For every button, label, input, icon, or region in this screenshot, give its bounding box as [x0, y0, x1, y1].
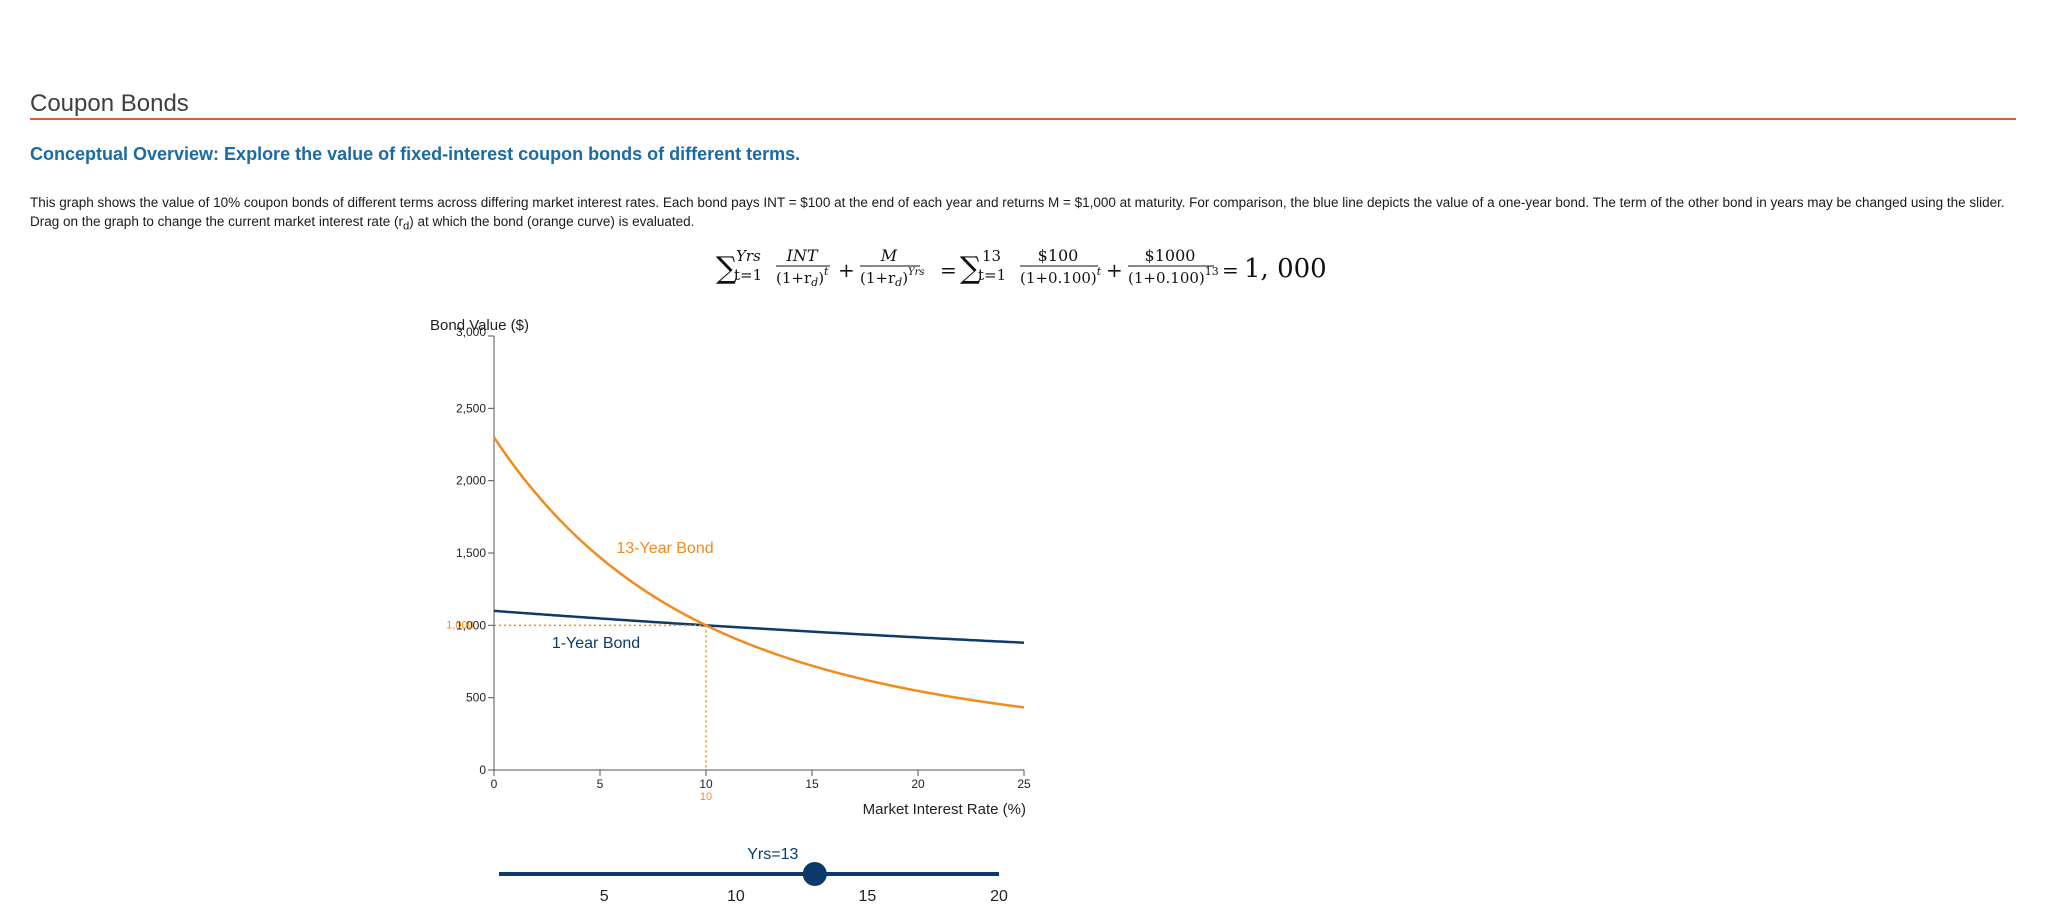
description-subscript: d	[402, 220, 410, 233]
equation-lower-limit-2: t=1	[978, 266, 1006, 284]
description-text: This graph shows the value of 10% coupon…	[30, 193, 2020, 237]
description-part-2: ) at which the bond (orange curve) is ev…	[409, 214, 695, 229]
equation-face-numerator: $1000	[1145, 246, 1196, 265]
x-tick-label: 0	[491, 777, 498, 791]
equation-plus-2: +	[1106, 258, 1123, 282]
y-tick-label: 0	[479, 763, 486, 777]
slider-handle[interactable]	[802, 862, 827, 886]
marker-value-label: 1,000	[446, 619, 474, 631]
equation-sum-symbol: ∑	[716, 251, 738, 286]
slider-tick-label: 10	[727, 888, 745, 905]
description-part-1: This graph shows the value of 10% coupon…	[30, 195, 2005, 229]
y-tick-label: 1,500	[456, 546, 486, 560]
y-tick-label: 1,000	[456, 618, 486, 632]
title-divider	[30, 118, 2016, 120]
equation-coupon-denominator: (1+0.100)t	[1020, 265, 1102, 287]
equation-m-denominator: (1+rd)Yrs	[860, 267, 925, 289]
y-axis: 0 500 1,000 1,500 2,000 2,500 3,000	[456, 325, 495, 777]
y-tick-label: 2,000	[456, 474, 486, 488]
equation-int-denominator: (1+rd)t	[776, 265, 829, 289]
marker-rate-label: 10	[700, 791, 712, 803]
equation-years-value: 13	[982, 247, 1001, 265]
equation-m-numerator: M	[880, 246, 898, 265]
bond-value-equation: ∑ Yrs t=1 INT (1+rd)t + M (1+rd)Yrs = ∑ …	[716, 246, 1327, 289]
y-axis-title: Bond Value ($)	[430, 317, 529, 334]
equation-equals-1: =	[940, 258, 957, 282]
slider-tick-label: 5	[600, 888, 609, 905]
series-label-13-year: 13-Year Bond	[616, 540, 713, 557]
slider-tick-label: 20	[990, 888, 1008, 905]
page-title: Coupon Bonds	[30, 90, 189, 117]
x-axis-title: Market Interest Rate (%)	[863, 801, 1026, 818]
equation-upper-limit: Yrs	[736, 247, 761, 265]
x-tick-label: 15	[805, 777, 819, 791]
y-tick-label: 3,000	[456, 325, 486, 339]
equation-result: 1, 000	[1244, 254, 1327, 284]
equation-sum-symbol-2: ∑	[960, 251, 982, 286]
x-tick-label: 10	[699, 777, 713, 791]
slider-tick-label: 15	[859, 888, 877, 905]
series-line-13-year[interactable]	[492, 436, 1025, 709]
y-tick-label: 2,500	[456, 401, 486, 415]
y-tick-label: 500	[466, 691, 486, 705]
page-subtitle: Conceptual Overview: Explore the value o…	[30, 144, 801, 164]
series-labels: 1-Year Bond 13-Year Bond	[552, 540, 714, 652]
equation-lower-limit: t=1	[734, 266, 762, 284]
series-lines[interactable]	[492, 436, 1025, 709]
x-tick-label: 25	[1017, 777, 1031, 791]
x-axis: 0 5 10 15 20 25	[491, 769, 1031, 791]
equation-plus-1: +	[838, 258, 855, 282]
equation-int-numerator: INT	[786, 246, 819, 265]
equation-coupon-numerator: $100	[1038, 246, 1079, 265]
slider-value-label: Yrs=13	[747, 846, 798, 863]
series-label-1-year: 1-Year Bond	[552, 635, 640, 652]
equation-equals-2: =	[1222, 258, 1239, 282]
x-tick-label: 20	[911, 777, 925, 791]
current-rate-marker[interactable]: 1,000 10	[446, 619, 712, 803]
x-tick-label: 5	[597, 777, 604, 791]
years-slider[interactable]: Yrs=13 5 10 15 20	[499, 846, 1008, 905]
series-line-1-year[interactable]	[493, 609, 1025, 644]
equation-face-denominator: (1+0.100)13	[1128, 265, 1219, 287]
